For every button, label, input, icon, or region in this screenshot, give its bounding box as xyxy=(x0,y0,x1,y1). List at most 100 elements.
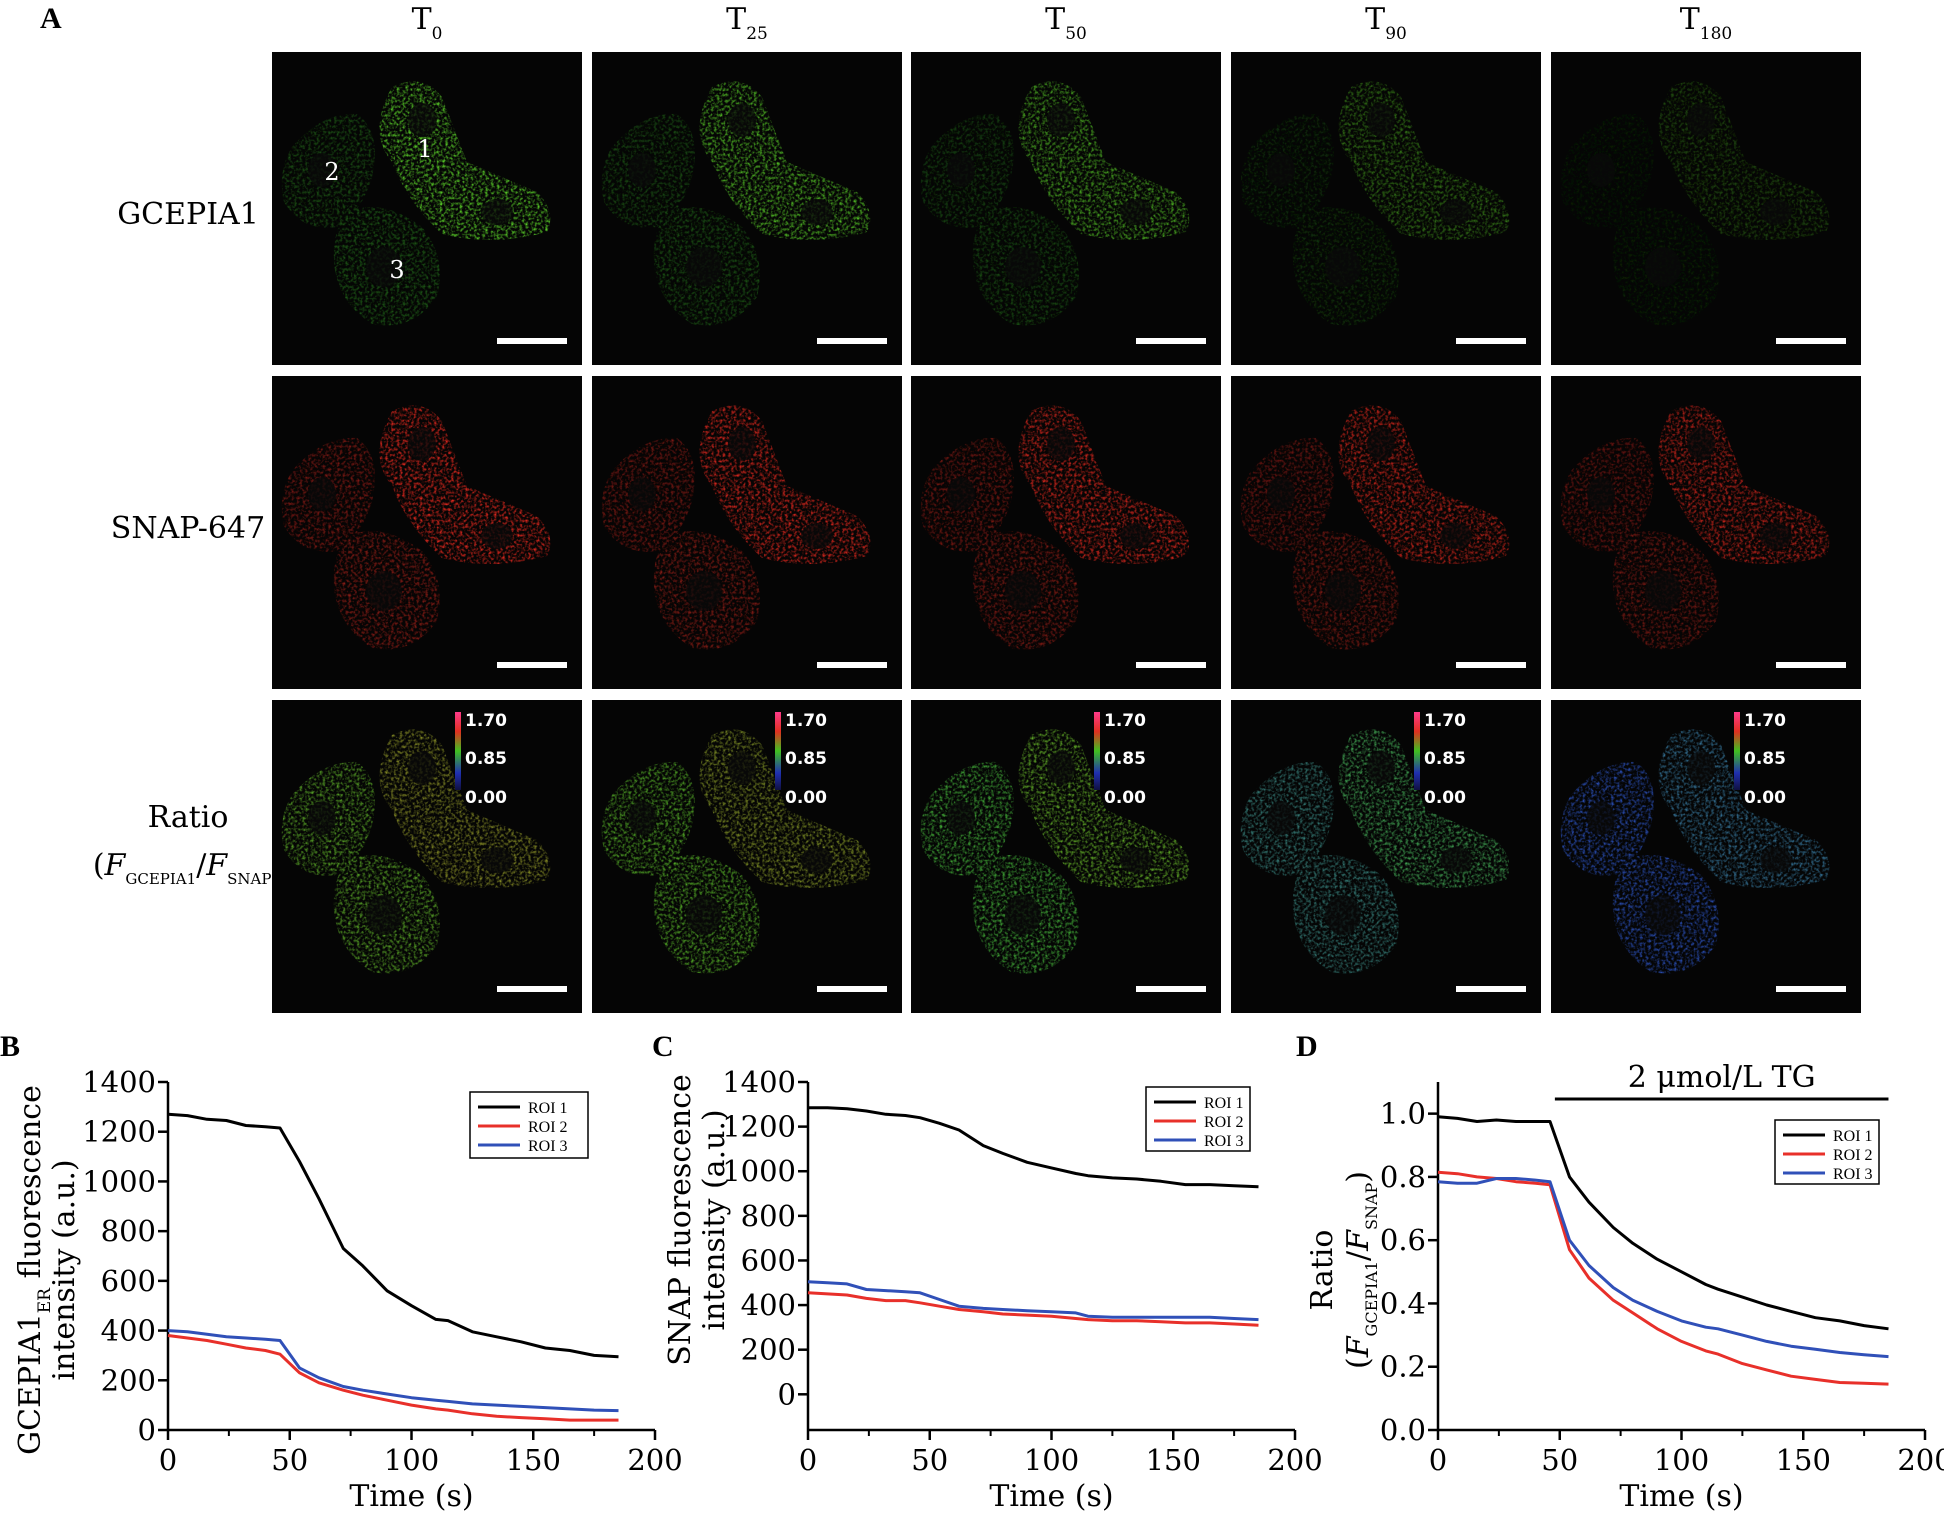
micro-tile-r0-c3 xyxy=(1231,52,1541,365)
y-axis-label-line2: (FGCEPIA1/FSNAP) xyxy=(1341,1171,1381,1369)
x-axis-label: Time (s) xyxy=(989,1479,1113,1514)
y-tick-label: 400 xyxy=(741,1288,796,1322)
x-tick-label: 100 xyxy=(1024,1443,1079,1477)
series-line-roi-2 xyxy=(807,1291,1259,1327)
y-label-part: SNAP xyxy=(1362,1182,1381,1230)
series-line-roi-1 xyxy=(1437,1115,1889,1331)
cell-nucleus xyxy=(1760,523,1792,549)
y-axis-label-line1: Ratio xyxy=(1305,1230,1340,1311)
y-tick-label: 0.0 xyxy=(1380,1413,1426,1447)
row-header-gcepia1: GCEPIA1 xyxy=(117,197,259,232)
legend-box xyxy=(469,1091,589,1159)
cell-nucleus xyxy=(308,801,336,835)
colorbar-label: 0.00 xyxy=(1424,788,1466,808)
micro-tile-r2-c0: 1.70 0.85 0.00 xyxy=(272,700,582,1013)
column-header-main: T xyxy=(411,2,432,37)
y-tick-label: 1400 xyxy=(82,1065,156,1099)
cell-nucleus xyxy=(308,477,336,511)
column-header-sub: 0 xyxy=(431,24,443,44)
scale-bar xyxy=(497,986,567,992)
column-header-main: T xyxy=(1045,2,1066,37)
legend-label-roi-2: ROI 2 xyxy=(528,1119,568,1136)
y-label-main: GCEPIA1 xyxy=(13,1313,48,1455)
column-header-sub: 50 xyxy=(1065,24,1087,44)
column-header-2: T50 xyxy=(966,2,1166,44)
y-label-part: F xyxy=(1341,1335,1376,1358)
microscopy-image-grid: 1231.700.850.001.700.850.001.700.850.001… xyxy=(272,52,1861,1013)
cell-group xyxy=(281,81,551,326)
cell-nucleus xyxy=(481,847,513,873)
x-axis-label: Time (s) xyxy=(349,1479,473,1514)
cell-nucleus xyxy=(1687,103,1715,137)
cell-nucleus xyxy=(1120,847,1152,873)
scale-bar xyxy=(1136,986,1206,992)
colorbar-label: 0.85 xyxy=(1744,749,1786,769)
y-tick-label: 1000 xyxy=(722,1154,796,1188)
x-tick-label: 0 xyxy=(1429,1443,1447,1477)
cell-nucleus xyxy=(1687,751,1715,785)
y-tick-label: 1400 xyxy=(722,1065,796,1099)
y-tick-label: 0.2 xyxy=(1380,1350,1426,1384)
ratio-formula-part: F xyxy=(206,848,228,883)
micro-tile-r0-c1 xyxy=(592,52,902,365)
cell-nucleus xyxy=(481,523,513,549)
cell-nucleus xyxy=(728,751,756,785)
x-tick-label: 50 xyxy=(1541,1443,1578,1477)
cell-nucleus xyxy=(1760,847,1792,873)
y-tick-label: 0.4 xyxy=(1380,1286,1426,1320)
cell-nucleus xyxy=(1587,153,1615,187)
y-axis-label-line2: intensity (a.u.) xyxy=(697,1109,732,1330)
x-tick-label: 150 xyxy=(506,1443,561,1477)
cell-nucleus xyxy=(947,153,975,187)
series-line-roi-1 xyxy=(808,1106,1259,1189)
x-tick-label: 200 xyxy=(1897,1443,1944,1477)
cell-nucleus xyxy=(947,477,975,511)
legend-label-roi-1: ROI 1 xyxy=(1204,1095,1244,1112)
cell-nucleus xyxy=(366,247,402,287)
micro-tile-r0-c0: 1 2 3 xyxy=(272,52,582,365)
x-tick-label: 100 xyxy=(384,1443,439,1477)
micro-tile-r1-c3 xyxy=(1231,376,1541,689)
scale-bar xyxy=(817,338,887,344)
scale-bar xyxy=(1776,986,1846,992)
colorbar-label: 0.85 xyxy=(1424,749,1466,769)
scale-bar xyxy=(1456,338,1526,344)
legend-label-roi-3: ROI 3 xyxy=(1204,1133,1244,1150)
cell-nucleus xyxy=(408,751,436,785)
panel-letter-c: C xyxy=(652,1030,674,1063)
colorbar xyxy=(775,712,781,790)
column-header-sub: 180 xyxy=(1699,24,1733,44)
cell-nucleus xyxy=(1005,571,1041,611)
column-header-sub: 25 xyxy=(746,24,768,44)
column-header-sub: 90 xyxy=(1385,24,1407,44)
y-label-part: / xyxy=(1341,1250,1376,1261)
cell-nucleus xyxy=(1367,751,1395,785)
cell-nucleus xyxy=(308,153,336,187)
y-tick-label: 1200 xyxy=(722,1110,796,1144)
roi-label-3: 3 xyxy=(389,256,404,284)
cell-nucleus xyxy=(1440,523,1472,549)
cell-nucleus xyxy=(686,571,722,611)
cell-nucleus xyxy=(1645,247,1681,287)
column-header-3: T90 xyxy=(1286,2,1486,44)
y-tick-label: 200 xyxy=(101,1363,156,1397)
ratio-formula-part: ( xyxy=(92,848,105,883)
chart-b: 0 50 100 150 200 0 200 400 600 800 1000 1200 1400 Tim… xyxy=(13,1065,683,1514)
micro-tile-r0-c2 xyxy=(911,52,1221,365)
colorbar-label: 0.85 xyxy=(785,749,827,769)
cell-nucleus xyxy=(728,103,756,137)
scale-bar xyxy=(1776,338,1846,344)
micro-tile-r2-c3: 1.70 0.85 0.00 xyxy=(1231,700,1541,1013)
colorbar-label: 1.70 xyxy=(1104,711,1146,731)
cell-nucleus xyxy=(1440,199,1472,225)
x-tick-label: 150 xyxy=(1776,1443,1831,1477)
colorbar-label: 0.00 xyxy=(785,788,827,808)
cell-nucleus xyxy=(1120,199,1152,225)
y-tick-label: 1000 xyxy=(82,1164,156,1198)
column-header-main: T xyxy=(1365,2,1386,37)
ratio-formula-part: SNAP xyxy=(227,870,272,888)
cell-nucleus xyxy=(1267,477,1295,511)
row-header-ratio: Ratio xyxy=(147,800,229,835)
cell-nucleus xyxy=(1047,427,1075,461)
colorbar-label: 1.70 xyxy=(1744,711,1786,731)
